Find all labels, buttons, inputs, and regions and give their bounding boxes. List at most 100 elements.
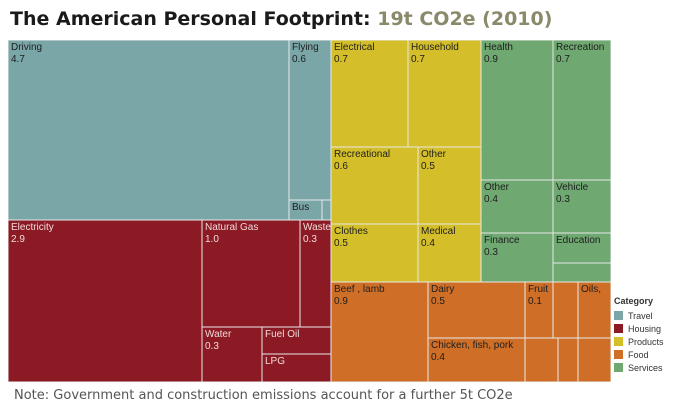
category-services: Health0.9Recreation0.7Other0.4Vehicle0.3… xyxy=(480,40,611,283)
cell-label: Fruit xyxy=(528,284,548,295)
legend-label: Housing xyxy=(628,323,662,334)
legend-label: Products xyxy=(628,336,664,347)
treemap-cell-health xyxy=(480,40,554,181)
cell-value: 0.3 xyxy=(205,341,219,352)
cell-value: 0.5 xyxy=(421,161,435,172)
cell-label: Driving xyxy=(11,42,42,53)
cell-value: 0.4 xyxy=(431,352,445,363)
treemap-cell-unlabeled xyxy=(552,281,579,339)
cell-label: Flying xyxy=(292,42,319,53)
treemap-cell-medical xyxy=(417,223,482,283)
legend-item-food: Food xyxy=(614,348,676,361)
cell-label: Natural Gas xyxy=(205,222,258,233)
cell-label: Electricity xyxy=(11,222,54,233)
legend-swatch xyxy=(614,337,623,346)
cell-label: Water xyxy=(205,329,232,340)
treemap-frame: Driving 4.7 Flying 0.6 Bus Electricity 2.9 Natu… xyxy=(8,40,611,382)
treemap-cell-waste xyxy=(299,219,332,328)
legend-item-travel: Travel xyxy=(614,309,676,322)
cell-value: 0.4 xyxy=(484,194,498,205)
legend-swatch xyxy=(614,311,623,320)
treemap-cell-unlabeled xyxy=(552,262,611,283)
cell-value: 0.7 xyxy=(411,54,425,65)
cell-label: Electrical xyxy=(334,42,375,53)
cell-label: Health xyxy=(484,42,513,53)
legend-item-services: Services xyxy=(614,361,676,374)
treemap-cell-driving xyxy=(8,40,290,221)
treemap-cell-dairy xyxy=(427,281,526,339)
legend-label: Food xyxy=(628,349,649,360)
treemap-cell-electrical xyxy=(330,40,409,148)
treemap-cell-lpg xyxy=(261,353,332,382)
cell-label: Education xyxy=(556,235,600,246)
legend-label: Services xyxy=(628,362,663,373)
footnote: Note: Government and construction emissi… xyxy=(14,388,513,403)
legend-swatch xyxy=(614,363,623,372)
cell-label: Chicken, fish, pork xyxy=(431,340,514,351)
treemap-cell-vehicle xyxy=(552,179,611,234)
cell-value: 0.4 xyxy=(421,238,435,249)
cell-value: 0.7 xyxy=(556,54,570,65)
cell-label: Medical xyxy=(421,226,455,237)
cell-label: LPG xyxy=(265,356,285,367)
treemap-cell-recreational xyxy=(330,146,419,225)
cell-label: Vehicle xyxy=(556,182,589,193)
cell-value: 0.6 xyxy=(292,54,306,65)
cell-value: 0.3 xyxy=(556,194,570,205)
cell-value: 2.9 xyxy=(11,234,25,245)
cell-label: Recreation xyxy=(556,42,604,53)
cell-label: Dairy xyxy=(431,284,454,295)
category-products: Electrical0.7Household0.7Recreational0.6… xyxy=(330,40,482,283)
treemap-cell-recreation xyxy=(552,40,611,181)
treemap-cell-clothes xyxy=(330,223,419,283)
treemap-cell-unlabeled xyxy=(557,337,579,382)
legend-items: Travel Housing Products Food Services xyxy=(614,309,676,374)
treemap-cell-other xyxy=(417,146,482,225)
treemap-cell-flying xyxy=(288,40,332,201)
cell-label: Oils, xyxy=(581,284,601,295)
cell-label: Fuel Oil xyxy=(265,329,299,340)
cell-label: Other xyxy=(484,182,510,193)
treemap-cell-water xyxy=(201,326,263,382)
treemap-cell-unlabeled xyxy=(577,337,611,382)
legend-title: Category xyxy=(614,296,654,306)
legend-swatch xyxy=(614,350,623,359)
treemap-chart: Driving4.7Flying0.6BusElectricity2.9Natu… xyxy=(8,40,611,382)
legend-item-products: Products xyxy=(614,335,676,348)
cell-label: Household xyxy=(411,42,459,53)
legend: Category Travel Housing Products Food Servic… xyxy=(614,296,676,374)
treemap-cell-unlabeled xyxy=(524,337,559,382)
legend-item-housing: Housing xyxy=(614,322,676,335)
cell-label: Other xyxy=(421,149,447,160)
cell-value: 0.9 xyxy=(484,54,498,65)
legend-swatch xyxy=(614,324,623,333)
chart-title-highlight: 19t CO2e (2010) xyxy=(377,8,553,30)
cell-value: 0.3 xyxy=(484,247,498,258)
treemap-cell-household xyxy=(407,40,482,148)
cell-value: 0.6 xyxy=(334,161,348,172)
cell-value: 0.9 xyxy=(334,296,348,307)
cell-value: 0.3 xyxy=(303,234,317,245)
treemap-cell-unlabeled xyxy=(321,199,332,221)
cell-label: Bus xyxy=(292,202,309,213)
treemap-cell-beef-lamb xyxy=(330,281,429,382)
chart-title: The American Personal Footprint: 19t CO2… xyxy=(10,4,552,34)
treemap-cell-other xyxy=(480,179,554,234)
treemap-cell-chicken-fish-pork xyxy=(427,337,526,382)
cell-value: 1.0 xyxy=(205,234,219,245)
cell-label: Finance xyxy=(484,235,520,246)
cell-label: Recreational xyxy=(334,149,390,160)
cell-value: 0.1 xyxy=(528,296,542,307)
legend-label: Travel xyxy=(628,310,653,321)
cell-value: 4.7 xyxy=(11,54,25,65)
cell-value: 0.7 xyxy=(334,54,348,65)
cell-label: Waste xyxy=(303,222,331,233)
cell-label: Clothes xyxy=(334,226,368,237)
treemap-cell-fruit xyxy=(524,281,554,339)
chart-title-main: The American Personal Footprint: xyxy=(10,8,371,30)
cell-value: 0.5 xyxy=(334,238,348,249)
cell-value: 0.5 xyxy=(431,296,445,307)
